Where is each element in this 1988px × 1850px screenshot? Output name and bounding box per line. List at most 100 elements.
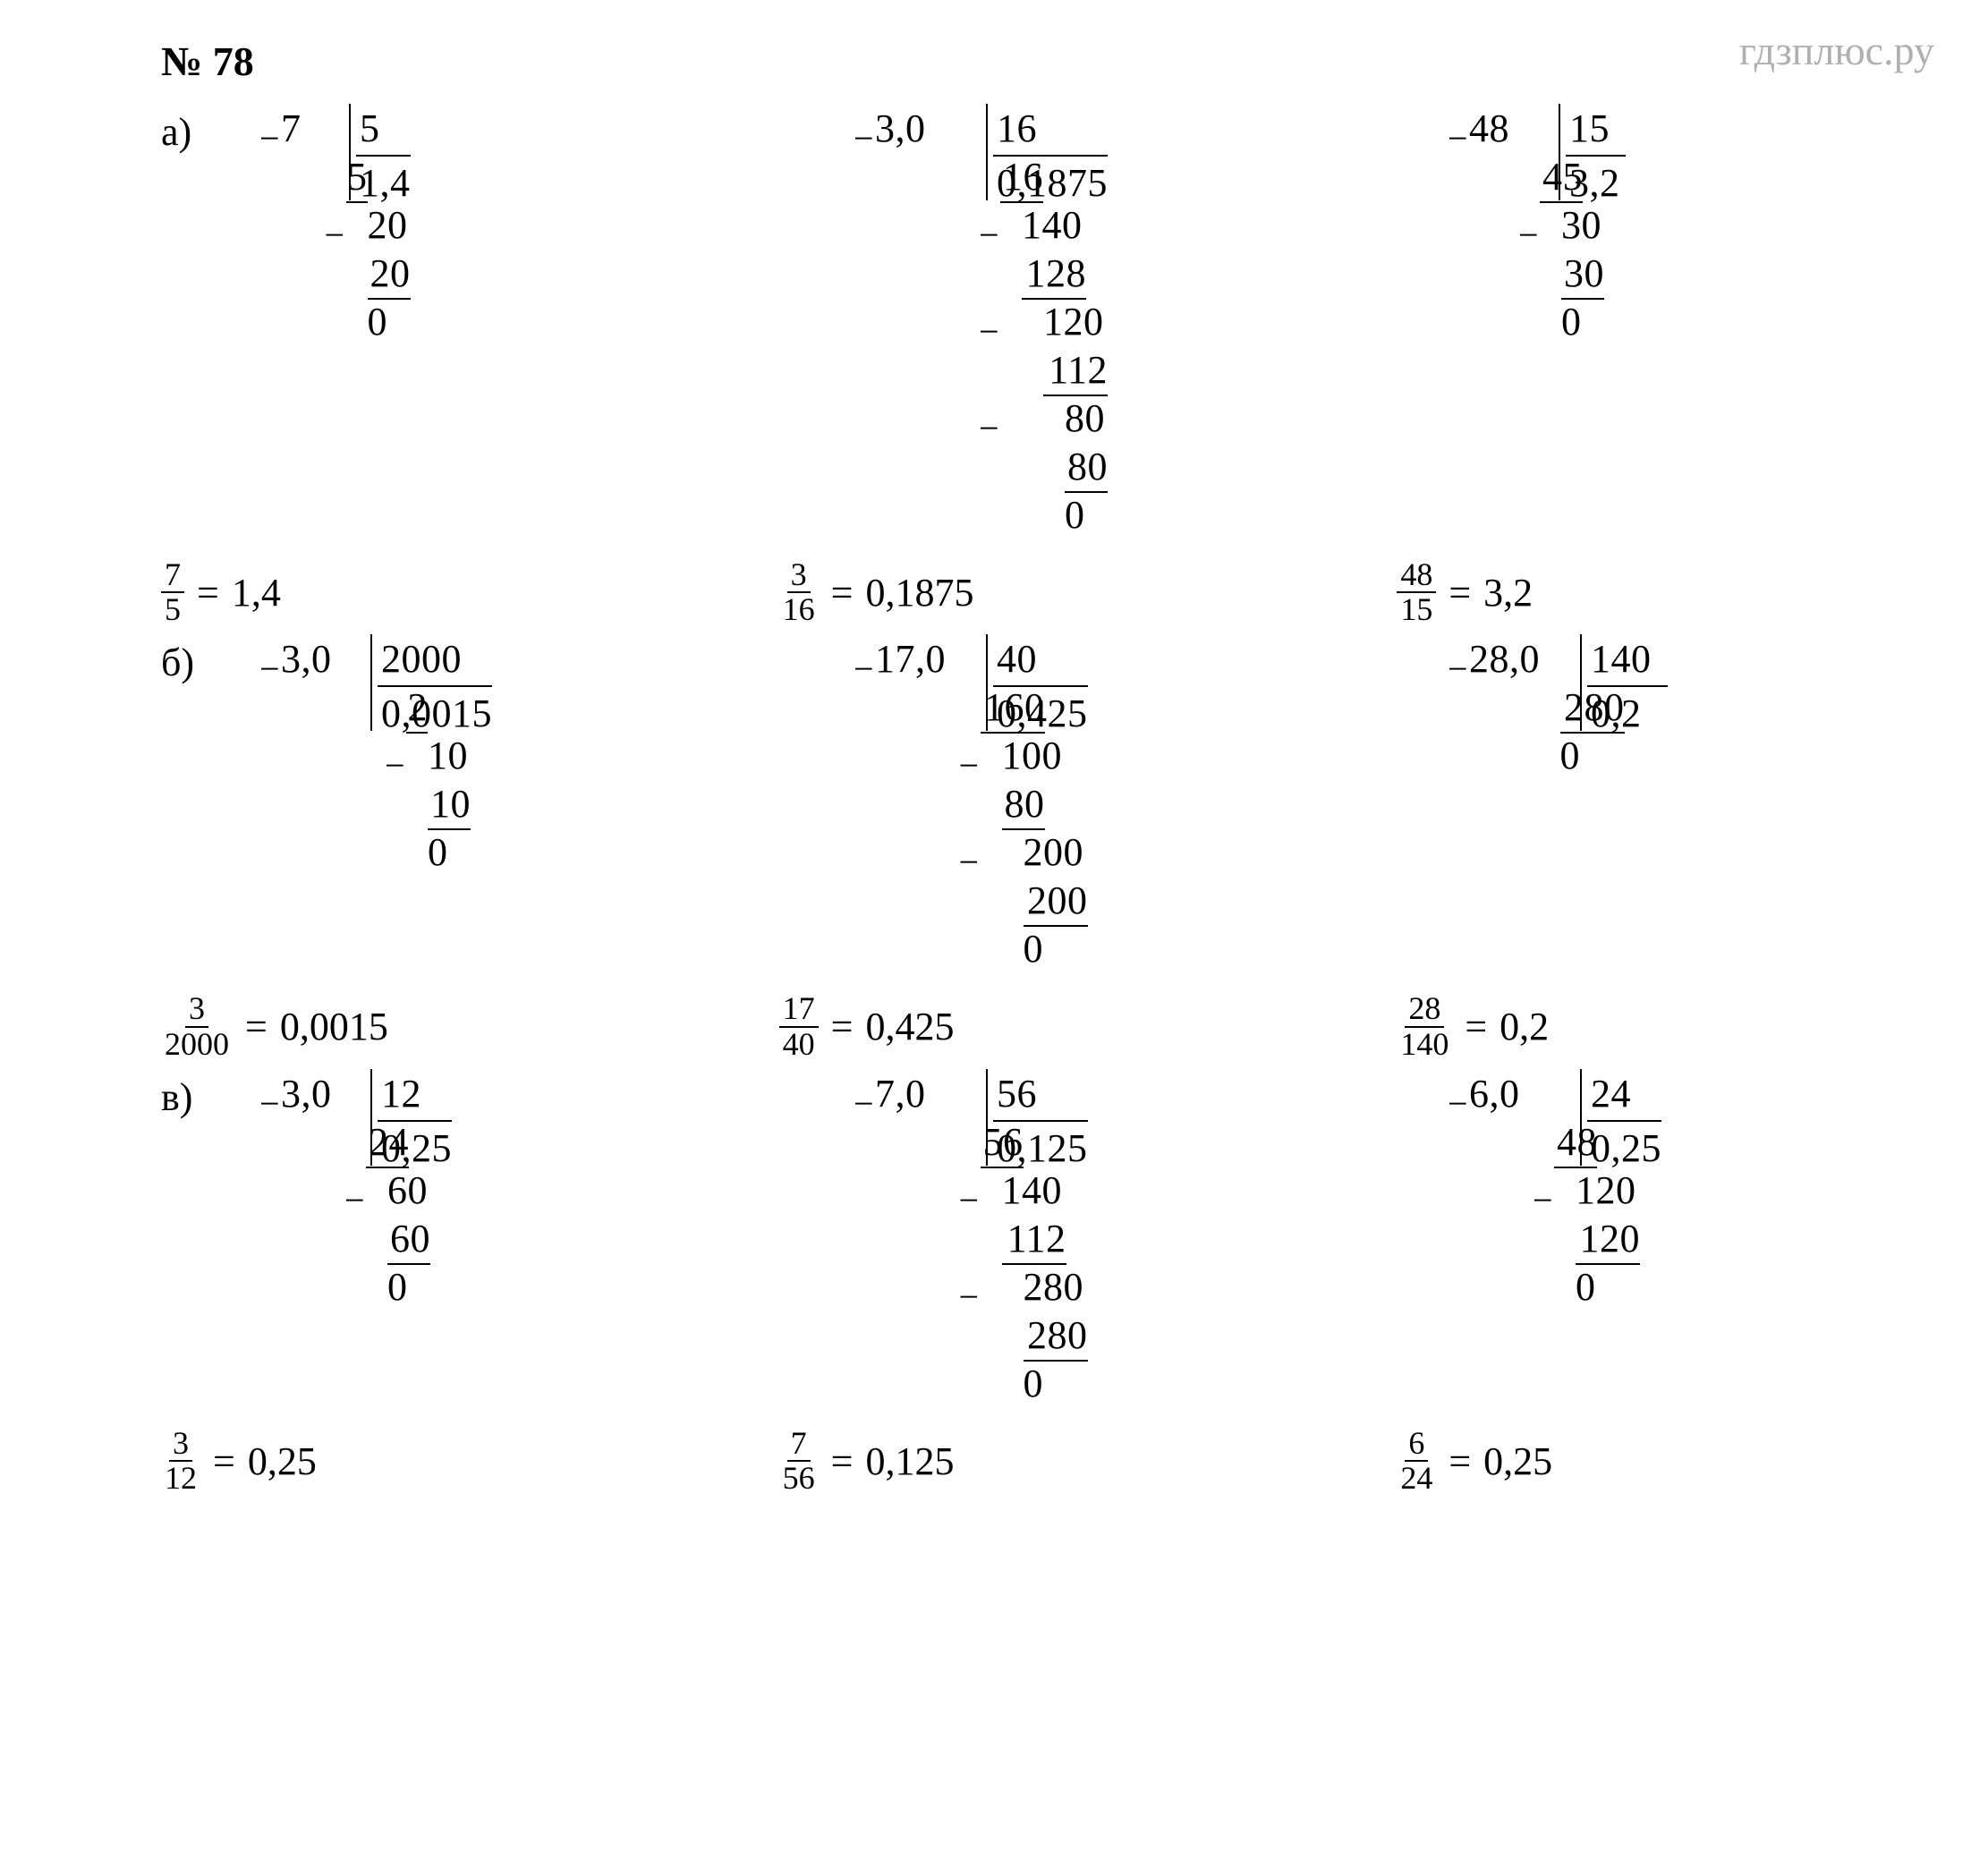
column: −751,45−20200 xyxy=(233,104,719,539)
decimal-result: 0,125 xyxy=(866,1437,955,1486)
ld-value: 56 xyxy=(981,1117,1088,1168)
column: −3,020000,00152−10100 xyxy=(233,634,719,972)
frac-row: 75=1,4 xyxy=(161,558,672,628)
frac-row: 756=0,125 xyxy=(779,1427,1290,1497)
answer-column: 624=0,25 xyxy=(1397,1407,1907,1504)
decimal-result: 3,2 xyxy=(1483,568,1533,617)
answer-column: 1740=0,425 xyxy=(779,972,1290,1069)
ld-value: 0 xyxy=(406,827,492,877)
ld-row: 56 xyxy=(854,1117,1088,1166)
ld-row: −140 xyxy=(854,200,1108,249)
numerator: 7 xyxy=(161,558,184,594)
ld-value: 140 xyxy=(981,1166,1088,1215)
part-label: б) xyxy=(161,634,233,687)
divisor: 56 xyxy=(993,1069,1088,1122)
numerator: 3 xyxy=(185,992,208,1028)
ld-value: 0 xyxy=(346,297,411,346)
ld-row: −20 xyxy=(259,200,411,249)
ld-row: −6,0240,25 xyxy=(1448,1069,1661,1117)
problem-number: № 78 xyxy=(161,36,1907,88)
ld-row: 0 xyxy=(259,827,492,876)
answer-column: 312=0,25 xyxy=(161,1407,672,1504)
numerator: 28 xyxy=(1405,992,1444,1028)
ld-row: 24 xyxy=(259,1117,452,1166)
ld-value: 2 xyxy=(406,683,492,734)
ld-value: 280 xyxy=(981,1311,1088,1362)
column: −3,0120,2524−60600 xyxy=(233,1069,719,1407)
minus-sign: − xyxy=(979,406,1000,451)
answers-row: 32000=0,0015 1740=0,425 28140=0,2 xyxy=(161,972,1907,1069)
fraction: 28140 xyxy=(1397,992,1452,1062)
answers-row: 312=0,25 756=0,125 624=0,25 xyxy=(161,1407,1907,1504)
ld-row: 0 xyxy=(1448,1262,1661,1311)
ld-value: 0 xyxy=(981,1359,1088,1408)
decimal-result: 0,25 xyxy=(1483,1437,1552,1486)
ld-row: 280 xyxy=(1448,683,1668,731)
answer-column: 75=1,4 xyxy=(161,539,672,635)
section-row: а)−751,45−20200−3,0160,187516−140128−120… xyxy=(161,104,1907,539)
numerator: 6 xyxy=(1405,1427,1428,1463)
fraction-equality: 75=1,4 xyxy=(161,558,281,628)
fraction-equality: 756=0,125 xyxy=(779,1427,955,1497)
denominator: 24 xyxy=(1397,1462,1436,1496)
numerator: 3 xyxy=(787,558,811,594)
ld-value: 120 xyxy=(1554,1214,1661,1265)
long-division: −3,0160,187516−140128−120112−80800 xyxy=(854,104,1108,539)
frac-row: 312=0,25 xyxy=(161,1427,672,1497)
minus-sign: − xyxy=(979,310,1000,354)
ld-row: −100 xyxy=(854,731,1088,779)
ld-row: −30 xyxy=(1448,200,1626,249)
divisor: 15 xyxy=(1566,104,1626,157)
answers-row: 75=1,4 316=0,1875 4815=3,2 xyxy=(161,539,1907,635)
column: −7,0560,12556−140112−2802800 xyxy=(827,1069,1313,1407)
column: −6,0240,2548−1201200 xyxy=(1421,1069,1907,1407)
ld-value: 112 xyxy=(981,1214,1088,1265)
ld-row: 0 xyxy=(259,297,411,345)
denominator: 16 xyxy=(779,593,819,627)
answers-columns: 312=0,25 756=0,125 624=0,25 xyxy=(89,1407,1907,1504)
minus-sign: − xyxy=(259,647,281,692)
equals-sign: = xyxy=(245,1002,268,1051)
long-division: −751,45−20200 xyxy=(259,104,411,345)
ld-row: −60 xyxy=(259,1166,452,1214)
ld-row: 0 xyxy=(854,490,1108,539)
ld-value: 10 xyxy=(406,779,492,830)
ld-value: 112 xyxy=(1000,345,1108,396)
numerator: 48 xyxy=(1397,558,1436,594)
numerator: 7 xyxy=(787,1427,811,1463)
ld-row: 0 xyxy=(854,1359,1088,1407)
ld-value: 24 xyxy=(366,1117,452,1168)
ld-row: 5 xyxy=(259,152,411,200)
answer-column: 756=0,125 xyxy=(779,1407,1290,1504)
ld-row: 48 xyxy=(1448,1117,1661,1166)
fraction-equality: 28140=0,2 xyxy=(1397,992,1549,1062)
ld-value: 0 xyxy=(981,924,1088,973)
denominator: 40 xyxy=(779,1028,819,1062)
ld-row: −17,0400,425 xyxy=(854,634,1088,683)
denominator: 56 xyxy=(779,1462,819,1496)
long-division: −3,020000,00152−10100 xyxy=(259,634,492,876)
ld-value: 5 xyxy=(346,152,411,203)
ld-row: 0 xyxy=(259,1262,452,1311)
answer-column: 32000=0,0015 xyxy=(161,972,672,1069)
answer-column: 4815=3,2 xyxy=(1397,539,1907,635)
ld-row: 160 xyxy=(854,683,1088,731)
fraction: 75 xyxy=(161,558,184,628)
minus-sign: − xyxy=(979,213,1000,258)
column: −17,0400,425160−10080−2002000 xyxy=(827,634,1313,972)
decimal-result: 0,0015 xyxy=(280,1002,388,1051)
minus-sign: − xyxy=(259,1082,281,1126)
answer-column: 28140=0,2 xyxy=(1397,972,1907,1069)
minus-sign: − xyxy=(325,213,346,258)
decimal-result: 1,4 xyxy=(232,568,281,617)
ld-value: 200 xyxy=(981,876,1088,927)
divisor: 2000 xyxy=(378,634,492,687)
ld-value: 20 xyxy=(346,200,411,250)
ld-row: −120 xyxy=(1448,1166,1661,1214)
fraction-equality: 316=0,1875 xyxy=(779,558,974,628)
columns: −3,0120,2524−60600−7,0560,12556−140112−2… xyxy=(233,1069,1907,1407)
ld-value: 0 xyxy=(1000,490,1108,539)
ld-value: 80 xyxy=(1000,442,1108,493)
frac-row: 28140=0,2 xyxy=(1397,992,1907,1062)
column: −48153,245−30300 xyxy=(1421,104,1907,539)
